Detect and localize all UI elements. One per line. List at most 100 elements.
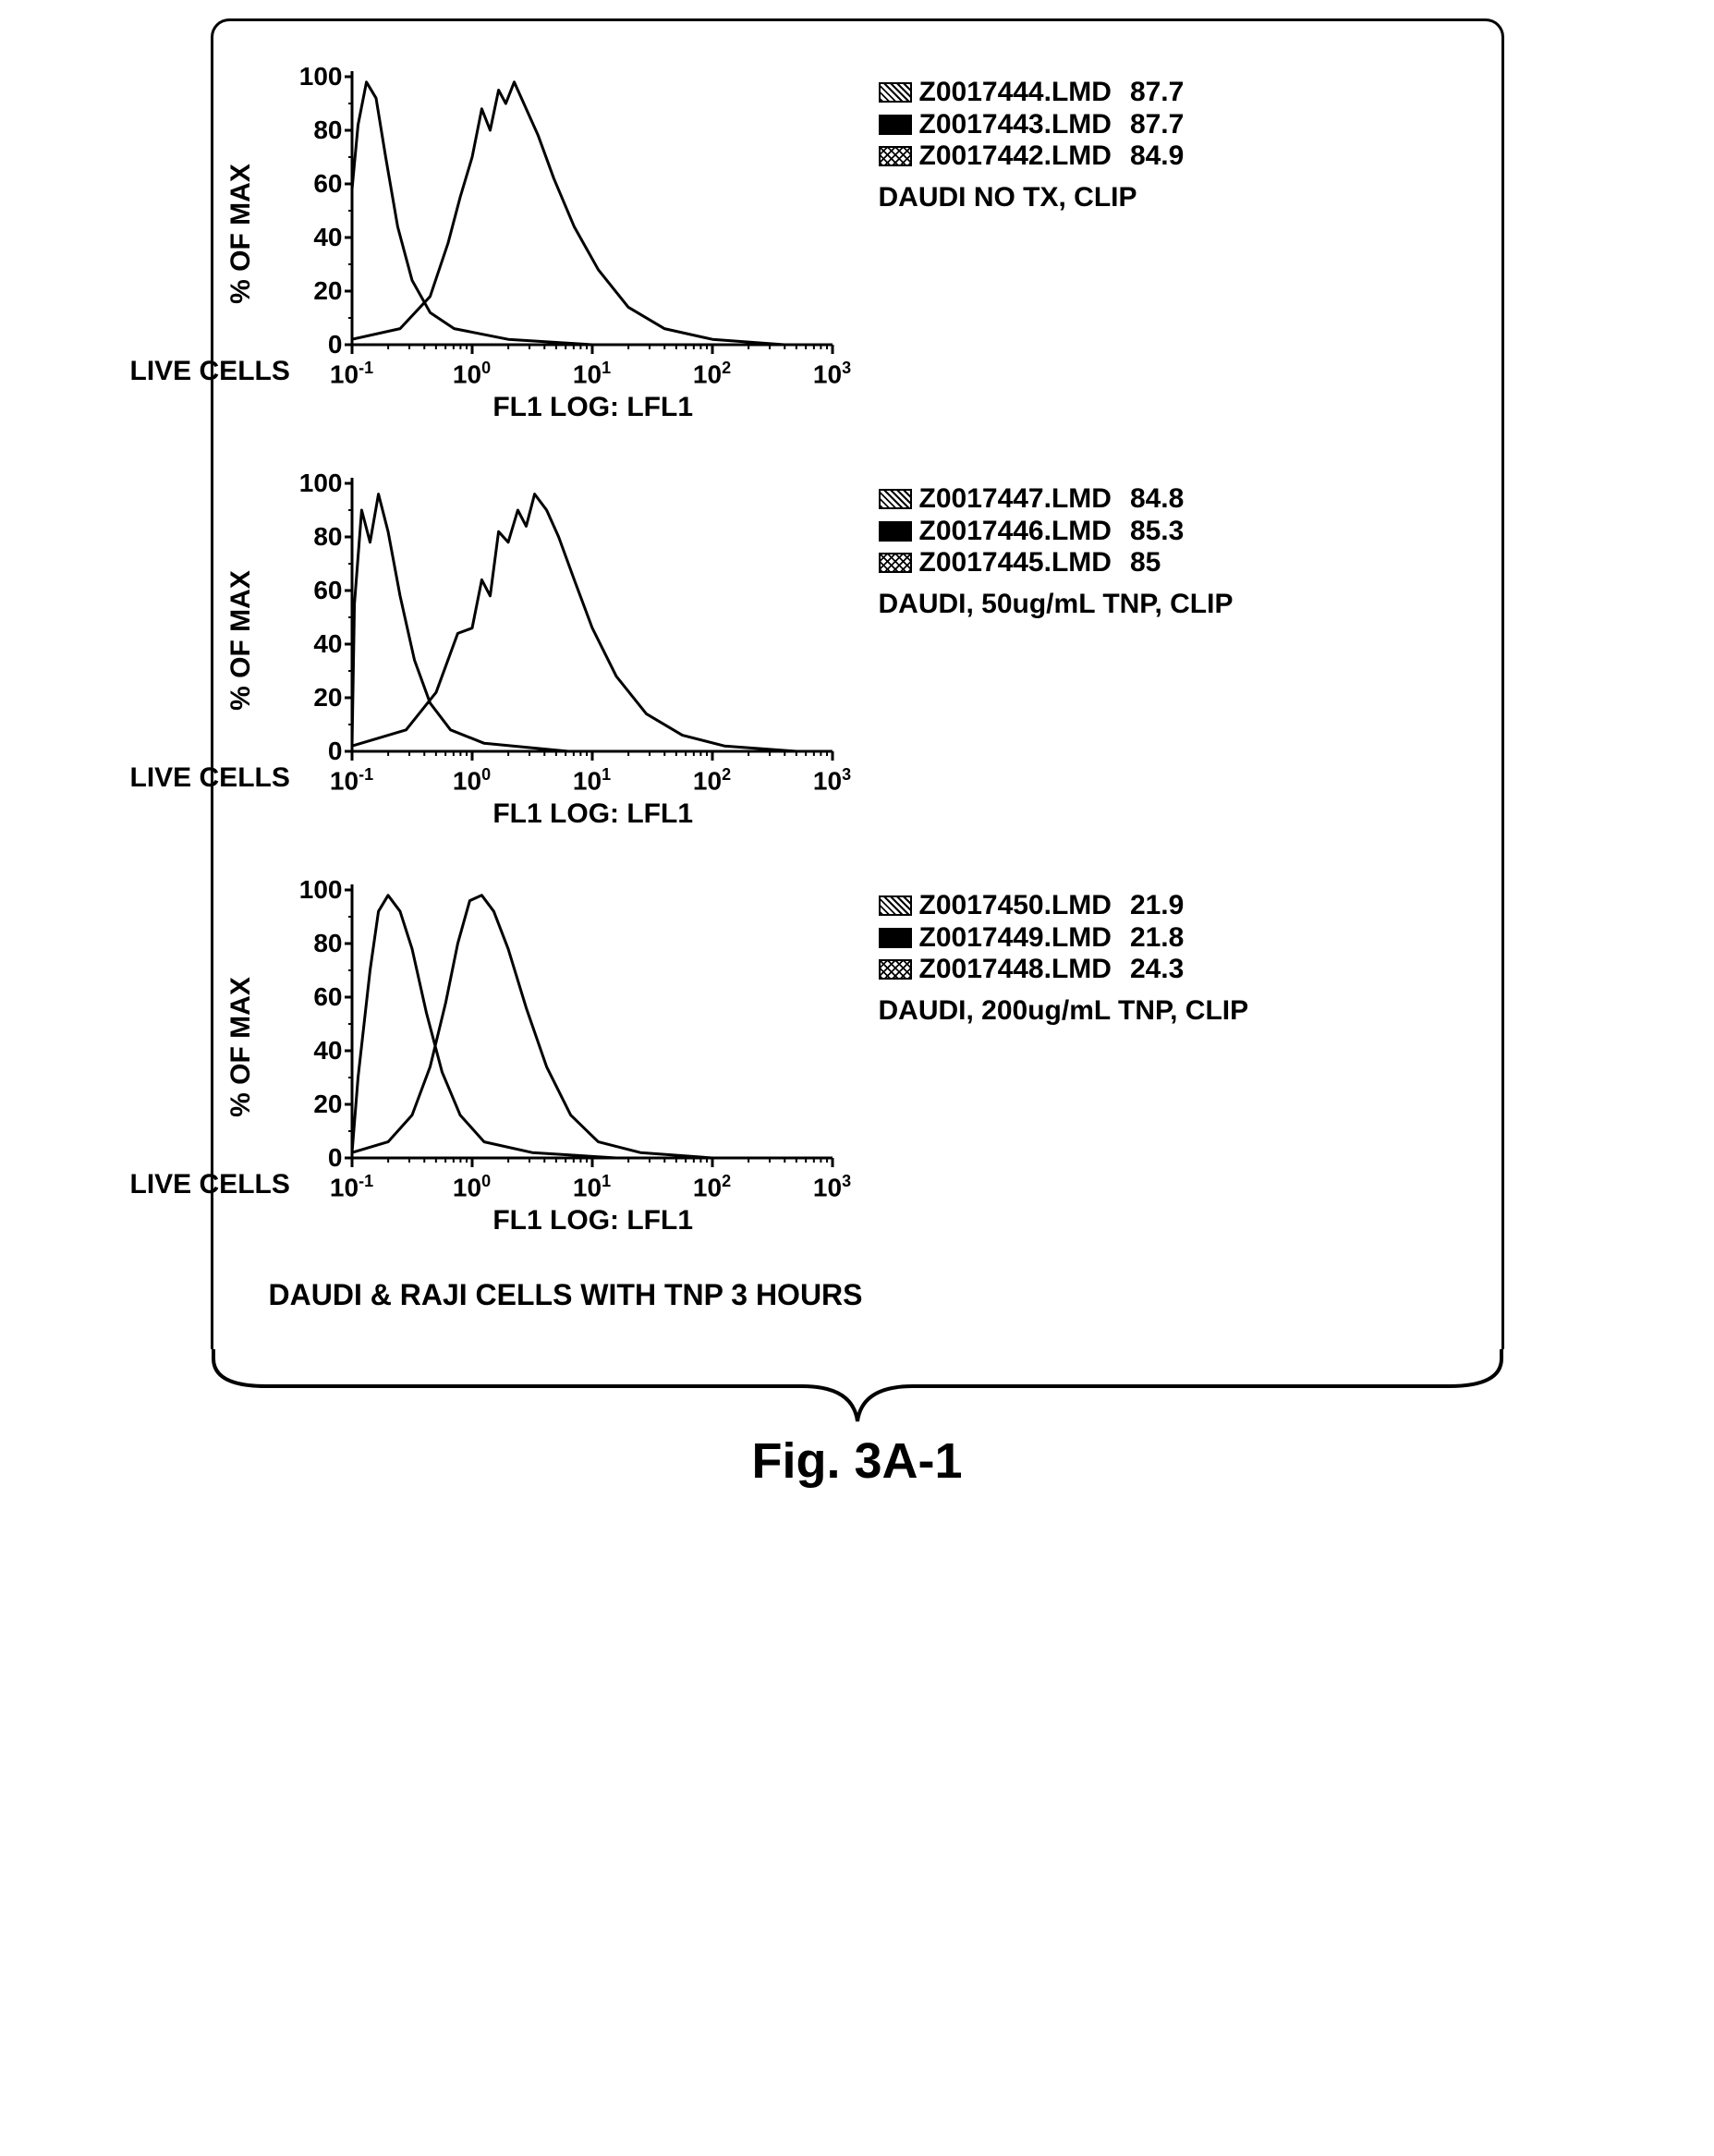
curve-main-peak-right bbox=[352, 895, 712, 1158]
legend-value-label: 87.7 bbox=[1130, 77, 1184, 109]
live-cells-label: LIVE CELLS bbox=[130, 762, 290, 794]
y-tick-label: 40 bbox=[287, 1036, 343, 1066]
x-tick-label: 100 bbox=[453, 765, 491, 796]
y-tick-label: 20 bbox=[287, 276, 343, 306]
panel-C: 02040608010010-1100101102103% OF MAXFL1 … bbox=[250, 871, 1465, 1223]
figure-label: Fig. 3A-1 bbox=[211, 1432, 1504, 1490]
legend-value-label: 84.9 bbox=[1130, 140, 1184, 173]
y-tick-label: 100 bbox=[287, 469, 343, 498]
legend-item: Z0017446.LMD 85.3 bbox=[879, 516, 1234, 548]
panel-B: 02040608010010-1100101102103% OF MAXFL1 … bbox=[250, 465, 1465, 816]
legend-marker-icon bbox=[879, 115, 912, 135]
legend-value-label: 24.3 bbox=[1130, 954, 1184, 986]
frame-bottom-brace bbox=[211, 1349, 1504, 1423]
y-tick-label: 0 bbox=[287, 737, 343, 766]
x-tick-label: 10-1 bbox=[330, 359, 373, 389]
legend-marker-icon bbox=[879, 521, 912, 542]
y-axis-label: % OF MAX bbox=[225, 570, 257, 711]
legend-value-label: 85.3 bbox=[1130, 516, 1184, 548]
legend-value-label: 21.9 bbox=[1130, 890, 1184, 922]
x-axis-label: FL1 LOG: LFL1 bbox=[492, 392, 693, 423]
legend-item: Z0017444.LMD87.7 bbox=[879, 77, 1185, 109]
y-tick-label: 20 bbox=[287, 683, 343, 713]
y-tick-label: 40 bbox=[287, 629, 343, 659]
legend-file-label: Z0017449.LMD bbox=[919, 922, 1112, 955]
legend-item: Z0017448.LMD 24.3 bbox=[879, 954, 1249, 986]
y-axis-label: % OF MAX bbox=[225, 164, 257, 304]
panel-description: DAUDI NO TX, CLIP bbox=[879, 182, 1185, 214]
x-tick-label: 102 bbox=[693, 359, 731, 389]
y-tick-label: 60 bbox=[287, 576, 343, 605]
legend-value-label: 84.8 bbox=[1130, 483, 1184, 516]
legend-file-label: Z0017446.LMD bbox=[919, 516, 1112, 548]
x-tick-label: 103 bbox=[813, 765, 851, 796]
legend-marker-icon bbox=[879, 82, 912, 103]
legend-marker-icon bbox=[879, 489, 912, 509]
x-tick-label: 10-1 bbox=[330, 1172, 373, 1202]
legend-file-label: Z0017447.LMD bbox=[919, 483, 1112, 516]
legend-item: Z0017442.LMD 84.9 bbox=[879, 140, 1185, 173]
legend-file-label: Z0017443.LMD bbox=[919, 109, 1112, 141]
figure-frame: 0 20 40 60 80 100 10-1 100 101 102 103 % OF MAX FL1 … bbox=[211, 18, 1504, 1349]
x-axis-label: FL1 LOG: LFL1 bbox=[492, 798, 693, 830]
curve-main-peak-right bbox=[352, 82, 784, 345]
y-tick-label: 80 bbox=[287, 522, 343, 552]
curve-control-peak-left bbox=[352, 494, 568, 751]
legend-item: Z0017445.LMD 85 bbox=[879, 547, 1234, 579]
x-axis-label: FL1 LOG: LFL1 bbox=[492, 1205, 693, 1236]
legend-marker-icon bbox=[879, 959, 912, 980]
x-tick-label: 103 bbox=[813, 1172, 851, 1202]
y-tick-label: 0 bbox=[287, 330, 343, 359]
legend-file-label: Z0017442.LMD bbox=[919, 140, 1112, 173]
y-tick-label: 20 bbox=[287, 1090, 343, 1119]
y-tick-label: 80 bbox=[287, 929, 343, 958]
x-tick-label: 100 bbox=[453, 359, 491, 389]
y-tick-label: 60 bbox=[287, 982, 343, 1012]
y-tick-label: 80 bbox=[287, 116, 343, 145]
panels-host: 02040608010010-1100101102103% OF MAXFL1 … bbox=[250, 58, 1465, 1223]
legend: Z0017444.LMD87.7Z0017443.LMD87.7Z0017442… bbox=[879, 58, 1185, 213]
y-tick-label: 0 bbox=[287, 1143, 343, 1173]
legend: Z0017447.LMD84.8Z0017446.LMD85.3Z0017445… bbox=[879, 465, 1234, 620]
x-tick-label: 102 bbox=[693, 1172, 731, 1202]
legend: Z0017450.LMD21.9Z0017449.LMD21.8Z0017448… bbox=[879, 871, 1249, 1027]
legend-item: Z0017449.LMD 21.8 bbox=[879, 922, 1249, 955]
x-tick-label: 101 bbox=[573, 765, 611, 796]
y-tick-label: 60 bbox=[287, 169, 343, 199]
y-tick-label: 100 bbox=[287, 62, 343, 91]
legend-file-label: Z0017448.LMD bbox=[919, 954, 1112, 986]
legend-marker-icon bbox=[879, 553, 912, 573]
panel-A: 02040608010010-1100101102103% OF MAXFL1 … bbox=[250, 58, 1465, 409]
histogram-chart: 02040608010010-1100101102103% OF MAXFL1 … bbox=[250, 58, 842, 409]
legend-file-label: Z0017450.LMD bbox=[919, 890, 1112, 922]
y-axis-label: % OF MAX bbox=[225, 977, 257, 1117]
y-tick-label: 100 bbox=[287, 875, 343, 905]
x-tick-label: 102 bbox=[693, 765, 731, 796]
legend-value-label: 21.8 bbox=[1130, 922, 1184, 955]
curve-control-peak-left bbox=[352, 895, 616, 1158]
legend-marker-icon bbox=[879, 895, 912, 916]
x-tick-label: 101 bbox=[573, 359, 611, 389]
live-cells-label: LIVE CELLS bbox=[130, 1169, 290, 1200]
panel-description: DAUDI, 50ug/mL TNP, CLIP bbox=[879, 589, 1234, 621]
curve-control-peak-left bbox=[352, 82, 592, 345]
y-tick-label: 40 bbox=[287, 223, 343, 252]
legend-marker-icon bbox=[879, 146, 912, 166]
figure-container: 0 20 40 60 80 100 10-1 100 101 102 103 % OF MAX FL1 … bbox=[211, 18, 1504, 1490]
x-tick-label: 10-1 bbox=[330, 765, 373, 796]
legend-item: Z0017447.LMD 84.8 bbox=[879, 483, 1234, 516]
legend-value-label: 87.7 bbox=[1130, 109, 1184, 141]
legend-value-label: 85 bbox=[1130, 547, 1161, 579]
x-tick-label: 100 bbox=[453, 1172, 491, 1202]
histogram-chart: 02040608010010-1100101102103% OF MAXFL1 … bbox=[250, 465, 842, 816]
histogram-chart: 02040608010010-1100101102103% OF MAXFL1 … bbox=[250, 871, 842, 1223]
panel-description: DAUDI, 200ug/mL TNP, CLIP bbox=[879, 995, 1249, 1028]
curve-main-peak-right bbox=[352, 494, 796, 751]
figure-caption: DAUDI & RAJI CELLS WITH TNP 3 HOURS bbox=[269, 1278, 1465, 1312]
live-cells-label: LIVE CELLS bbox=[130, 356, 290, 387]
x-tick-label: 101 bbox=[573, 1172, 611, 1202]
x-tick-label: 103 bbox=[813, 359, 851, 389]
legend-item: Z0017443.LMD 87.7 bbox=[879, 109, 1185, 141]
legend-marker-icon bbox=[879, 928, 912, 948]
legend-file-label: Z0017445.LMD bbox=[919, 547, 1112, 579]
